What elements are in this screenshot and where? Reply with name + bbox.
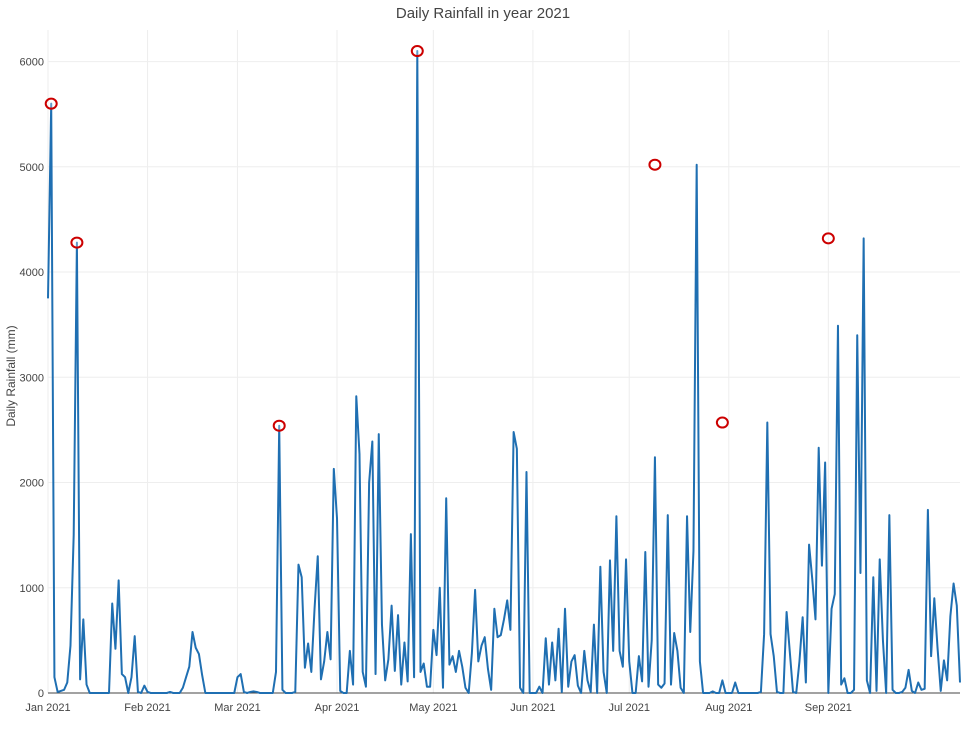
y-tick-label: 2000 [20,478,44,490]
x-tick-label: Jun 2021 [510,702,555,714]
y-tick-label: 3000 [20,372,44,384]
x-tick-label: May 2021 [409,702,457,714]
peak-marker [44,97,58,110]
x-tick-label: Apr 2021 [315,702,360,714]
rainfall-series-line [47,50,961,694]
peak-marker [715,416,729,429]
peak-marker [272,419,286,432]
chart-title: Daily Rainfall in year 2021 [396,5,570,22]
x-ticks: Jan 2021 Feb 2021 Mar 2021 Apr 2021 May 2021… [25,702,852,714]
x-tick-label: Feb 2021 [124,702,170,714]
x-tick-label: Jan 2021 [25,702,70,714]
y-tick-label: 5000 [20,162,44,174]
y-tick-label: 6000 [20,57,44,69]
y-ticks: 0 1000 2000 3000 4000 5000 6000 [20,57,44,700]
x-tick-label: Aug 2021 [705,702,752,714]
peak-marker [410,45,424,58]
peak-marker [648,158,662,171]
x-tick-label: Jul 2021 [608,702,650,714]
peak-marker [821,232,835,245]
peak-marker [70,236,84,249]
peak-markers [44,45,835,432]
y-tick-label: 1000 [20,583,44,595]
y-tick-label: 4000 [20,267,44,279]
x-tick-label: Mar 2021 [214,702,260,714]
y-tick-label: 0 [38,688,44,700]
gridlines [47,30,960,693]
x-tick-label: Sep 2021 [805,702,852,714]
y-axis-label: Daily Rainfall (mm) [4,325,18,426]
